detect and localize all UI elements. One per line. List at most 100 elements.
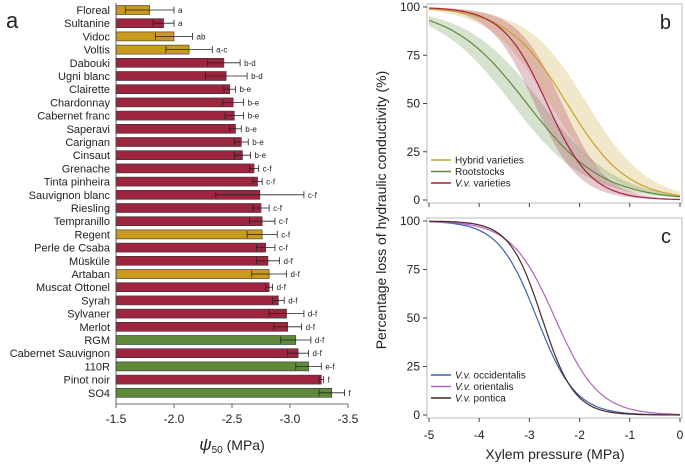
x-axis-label: Xylem pressure (MPa) <box>485 446 624 462</box>
bar-clairette <box>115 84 230 94</box>
legend-label: V.v. occidentalis <box>455 371 526 382</box>
bar-sylvaner <box>115 308 287 319</box>
significance-letters: c-f <box>263 164 273 173</box>
category-label: Sultanine <box>64 18 110 30</box>
significance-letters: c-f <box>281 230 291 239</box>
y-tick-label: 50 <box>407 311 421 325</box>
x-tick-label: -5 <box>424 428 435 442</box>
bar-carignan <box>115 137 242 147</box>
x-tick-label: -1.5 <box>106 412 127 426</box>
category-label: Saperavi <box>67 124 110 136</box>
x-tick-label: -4 <box>474 428 485 442</box>
bar-tempranillo <box>115 216 263 226</box>
category-label: Dabouki <box>70 58 110 70</box>
bar-merlot <box>115 321 288 332</box>
legend-label: V.v. pontica <box>455 394 506 405</box>
category-label: Clairette <box>69 84 110 96</box>
legend-label: Hybrid varieties <box>455 156 524 167</box>
significance-letters: b-d <box>251 72 263 81</box>
x-tick-label: -3.5 <box>338 412 359 426</box>
bar-muscat-ottonel <box>115 282 270 293</box>
significance-letters: c-f <box>308 191 318 200</box>
category-label: Perle de Csaba <box>34 243 111 255</box>
category-label: Sylvaner <box>67 309 110 321</box>
bar-rgm <box>115 335 297 345</box>
significance-letters: a-c <box>216 46 227 55</box>
series-line-v-v-varieties <box>428 7 680 201</box>
significance-letters: c-f <box>273 204 283 213</box>
y-tick-label: 0 <box>413 408 420 422</box>
bar-grenache <box>115 163 255 174</box>
legend-label: Rootstocks <box>455 167 504 178</box>
category-label: 110R <box>85 361 111 373</box>
x-tick-label: -2 <box>574 428 585 442</box>
x-tick-label: 0 <box>677 428 684 442</box>
significance-letters: b-e <box>255 151 267 160</box>
bar-artaban <box>115 269 270 279</box>
category-label: Sauvignon blanc <box>29 190 111 202</box>
bar-perle-de-csaba <box>115 242 266 253</box>
significance-letters: a <box>178 19 183 28</box>
series-line-v-v-orientalis <box>428 221 681 415</box>
category-label: Merlot <box>79 322 110 334</box>
category-label: Artaban <box>71 269 110 281</box>
significance-letters: d-f <box>306 323 316 332</box>
confidence-band <box>429 7 680 200</box>
significance-letters: f <box>349 389 352 398</box>
y-tick-label: 100 <box>400 214 420 228</box>
y-tick-label: 0 <box>413 193 420 207</box>
x-tick-label: -3 <box>524 428 535 442</box>
category-label: Vidoc <box>83 31 111 43</box>
category-label: Floreal <box>76 5 110 17</box>
bar-saperavi <box>115 124 236 134</box>
category-label: Regent <box>75 229 110 241</box>
category-label: Voltis <box>84 45 111 57</box>
category-label: Tempranillo <box>54 216 110 228</box>
significance-letters: d-f <box>284 257 294 266</box>
x-tick-label: -3.0 <box>280 412 301 426</box>
significance-letters: c-f <box>279 244 289 253</box>
significance-letters: b-e <box>239 85 251 94</box>
category-label: Grenache <box>62 163 110 175</box>
legend-label: V.v. varieties <box>455 179 511 190</box>
legend-label: V.v. orientalis <box>455 382 514 393</box>
category-label: Chardonnay <box>50 97 110 109</box>
significance-letters: b-e <box>252 138 264 147</box>
category-label: Cabernet Sauvignon <box>10 348 110 360</box>
series-line-v-v-pontica <box>429 220 680 416</box>
category-label: Tinta pinheira <box>44 177 111 189</box>
bar-so4 <box>115 387 333 398</box>
significance-letters: f <box>328 376 331 385</box>
category-label: Muscat Ottonel <box>36 282 110 294</box>
y-tick-label: 100 <box>400 0 420 14</box>
y-tick-label: 25 <box>407 360 421 374</box>
bar-regent <box>115 229 263 240</box>
series-line-rootstocks <box>428 19 681 198</box>
bar-chardonnay <box>115 97 234 108</box>
bar-cabernet-sauvignon <box>115 348 299 359</box>
bar-cabernet-franc <box>115 110 235 121</box>
panel-label-b: b <box>660 12 671 34</box>
category-label: Pinot noir <box>64 375 111 387</box>
significance-letters: d-f <box>315 336 325 345</box>
significance-letters: d-f <box>291 270 301 279</box>
significance-letters: b-d <box>244 59 256 68</box>
category-label: SO4 <box>88 388 110 400</box>
category-label: Müsküle <box>69 256 110 268</box>
panel-a-bar-chart: a aFlorealaSultanineabVidoca-cVoltisb-dDa… <box>6 3 359 456</box>
x-tick-label: -2.5 <box>222 412 243 426</box>
significance-letters: b-e <box>248 98 260 107</box>
significance-letters: c-f <box>266 178 276 187</box>
y-tick-label: 75 <box>407 48 421 62</box>
category-label: Riesling <box>71 203 110 215</box>
panel-label-a: a <box>6 8 19 33</box>
significance-letters: e-f <box>325 362 335 371</box>
y-tick-label: 75 <box>407 263 421 277</box>
y-tick-label: 25 <box>407 145 421 159</box>
significance-letters: b-e <box>245 125 257 134</box>
bar-cinsaut <box>115 150 243 160</box>
category-label: Cinsaut <box>73 150 110 162</box>
significance-letters: b-e <box>248 112 260 121</box>
